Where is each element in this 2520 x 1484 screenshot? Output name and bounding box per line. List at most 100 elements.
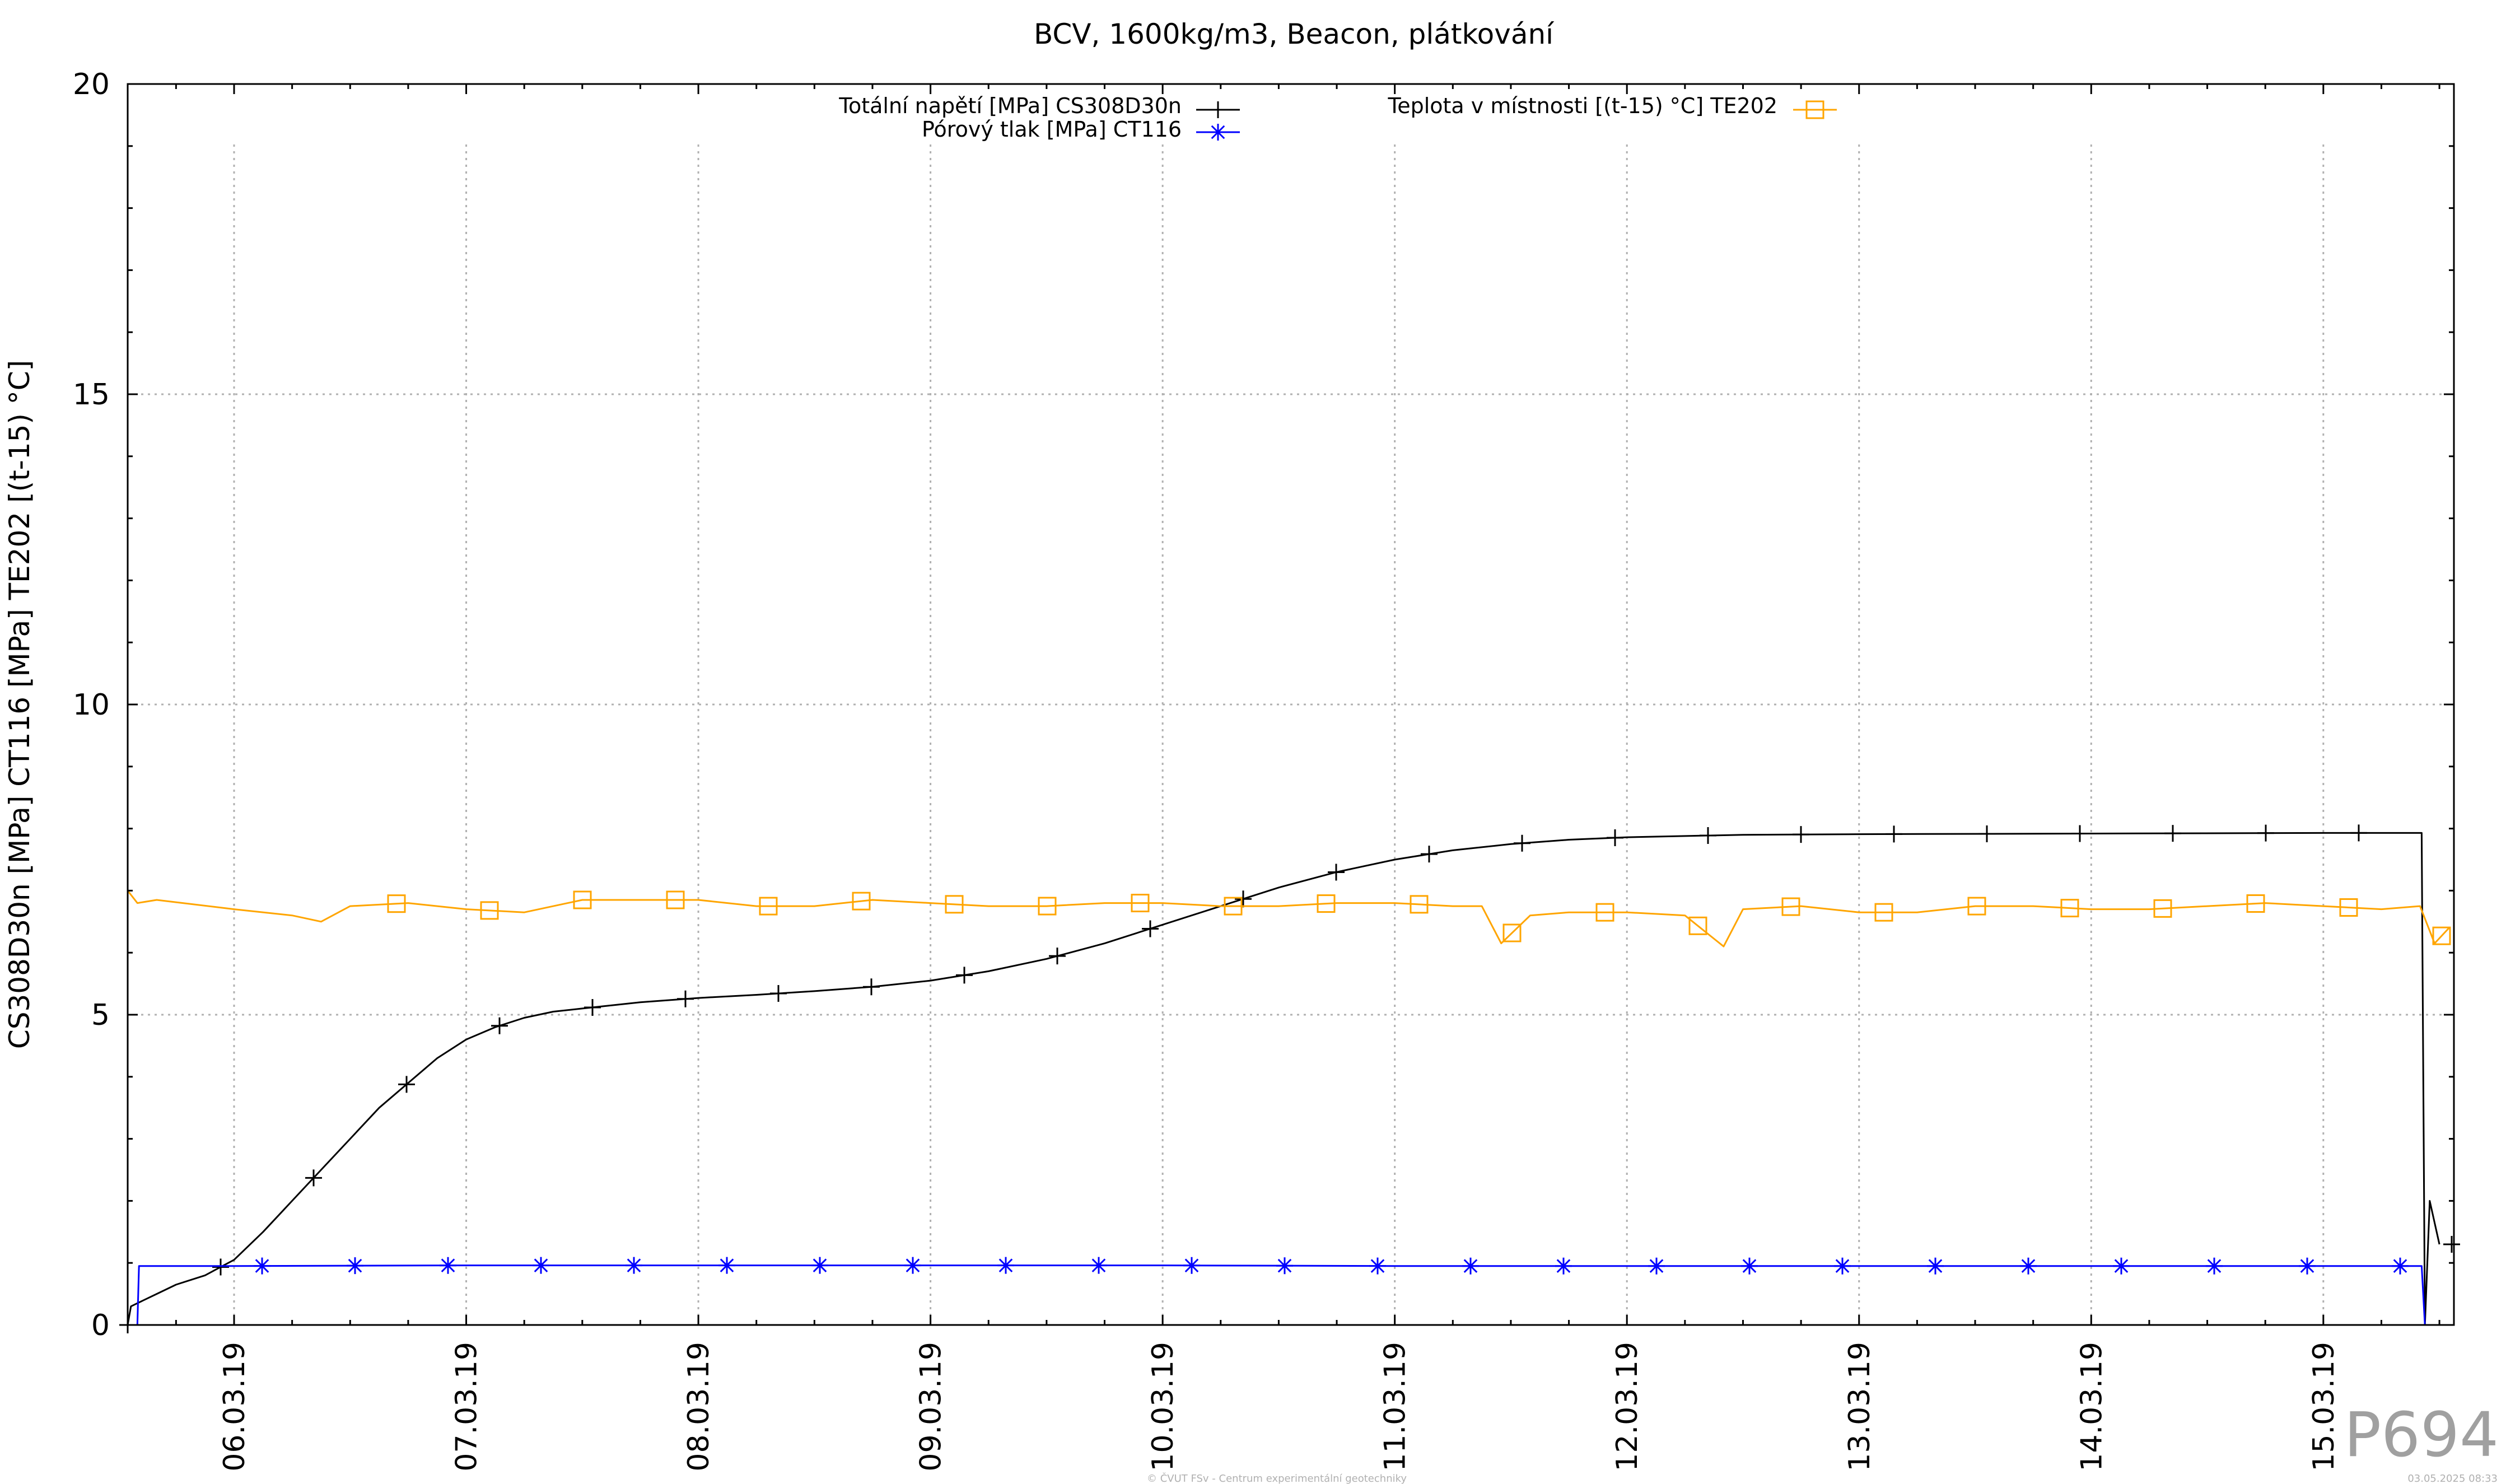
y-tick-label: 5	[91, 998, 110, 1032]
data-point	[718, 1257, 735, 1274]
data-point	[398, 1076, 415, 1093]
data-point	[1595, 903, 1614, 922]
data-point	[480, 901, 499, 920]
data-point	[1648, 1257, 1665, 1275]
data-point	[1142, 920, 1159, 937]
data-point	[1090, 1257, 1107, 1274]
data-point	[1369, 1257, 1386, 1275]
data-point	[491, 1017, 508, 1034]
data-point	[1276, 1257, 1293, 1275]
data-point	[2299, 1257, 2316, 1275]
data-point	[1688, 916, 1707, 935]
legend-label: Teplota v místnosti [(t-15) °C] TE202	[1387, 94, 1777, 118]
data-point	[2020, 1257, 2037, 1275]
x-tick-label: 13.03.19	[1843, 1342, 1877, 1472]
y-tick-label: 0	[91, 1309, 110, 1342]
data-point	[2350, 824, 2367, 842]
data-point	[2153, 899, 2172, 918]
data-point	[1834, 1257, 1851, 1275]
legend-marker	[1210, 124, 1226, 141]
data-point	[2443, 1235, 2460, 1253]
series-1	[119, 824, 2460, 1333]
y-tick-label: 10	[73, 688, 110, 722]
data-point	[1038, 897, 1057, 916]
x-tick-label: 11.03.19	[1379, 1342, 1412, 1472]
legend-marker	[1805, 100, 1824, 119]
data-point	[1927, 1257, 1944, 1275]
legend-label: Pórový tlak [MPa] CT116	[922, 117, 1182, 142]
data-point	[1886, 825, 1902, 843]
x-tick-label: 12.03.19	[1611, 1342, 1644, 1472]
watermark: P694	[2344, 1399, 2499, 1471]
y-tick-label: 20	[73, 68, 110, 101]
x-tick-label: 09.03.19	[914, 1342, 948, 1472]
x-tick-label: 06.03.19	[218, 1342, 251, 1472]
data-point	[626, 1257, 642, 1274]
data-point	[1967, 897, 1986, 916]
data-point	[305, 1169, 322, 1187]
data-point	[2164, 825, 2181, 842]
data-point	[1235, 890, 1252, 908]
chart-title: BCV, 1600kg/m3, Beacon, plátkování	[1034, 18, 1555, 50]
data-point	[347, 1257, 363, 1275]
data-point	[2339, 898, 2358, 917]
data-point	[759, 897, 778, 916]
data-point	[2392, 1257, 2409, 1275]
footer-copyright: © ČVUT FSv - Centrum experimentální geot…	[1147, 1472, 1407, 1484]
y-tick-label: 15	[73, 378, 110, 412]
data-point	[1224, 897, 1243, 916]
data-point	[387, 894, 406, 913]
data-point	[1607, 829, 1623, 847]
data-point	[573, 890, 592, 909]
data-point	[1183, 1257, 1200, 1274]
series-3	[127, 890, 2451, 948]
data-point	[666, 890, 685, 909]
legend-marker	[1210, 101, 1226, 118]
data-point	[997, 1257, 1014, 1274]
series-line	[128, 1264, 2440, 1326]
data-point	[254, 1257, 270, 1275]
data-point	[2246, 894, 2265, 913]
x-axis: 06.03.19 07.03.19 08.03.19 09.03.19 10.03.19…	[175, 84, 2440, 1472]
data-point	[811, 1257, 828, 1274]
data-point	[2113, 1257, 2130, 1275]
data-point	[1502, 923, 1522, 942]
data-point	[904, 1257, 921, 1274]
legend-label: Totální napětí [MPa] CS308D30n	[838, 94, 1182, 118]
data-point	[1781, 897, 1800, 916]
data-point	[2257, 824, 2274, 842]
footer-timestamp: 03.05.2025 08:33	[2407, 1473, 2498, 1484]
grid	[128, 144, 2454, 1325]
x-tick-label: 14.03.19	[2075, 1342, 2108, 1472]
x-tick-label: 07.03.19	[450, 1342, 484, 1472]
data-point	[1514, 834, 1530, 852]
data-point	[1700, 827, 1716, 844]
data-point	[852, 892, 871, 911]
data-point	[212, 1258, 229, 1276]
series-2	[128, 1257, 2440, 1326]
data-point	[1131, 894, 1150, 913]
data-point	[1410, 895, 1429, 914]
series-layer	[119, 824, 2460, 1333]
data-point	[1741, 1257, 1758, 1275]
data-point	[1462, 1257, 1479, 1275]
y-axis: 0 5 10 15 20	[73, 68, 2454, 1342]
data-point	[863, 978, 880, 996]
data-point	[440, 1257, 456, 1274]
data-point	[770, 985, 787, 1002]
data-point	[1317, 894, 1336, 913]
x-tick-label: 10.03.19	[1146, 1342, 1180, 1472]
data-point	[533, 1257, 549, 1274]
x-tick-label: 08.03.19	[682, 1342, 716, 1472]
x-tick-label: 15.03.19	[2307, 1342, 2341, 1472]
data-point	[945, 895, 964, 914]
data-point	[1978, 825, 1995, 842]
data-point	[584, 998, 601, 1016]
data-point	[2060, 899, 2079, 918]
data-point	[1421, 846, 1438, 863]
series-line	[127, 832, 2440, 1326]
data-point	[2071, 825, 2088, 842]
data-point	[2206, 1257, 2223, 1275]
